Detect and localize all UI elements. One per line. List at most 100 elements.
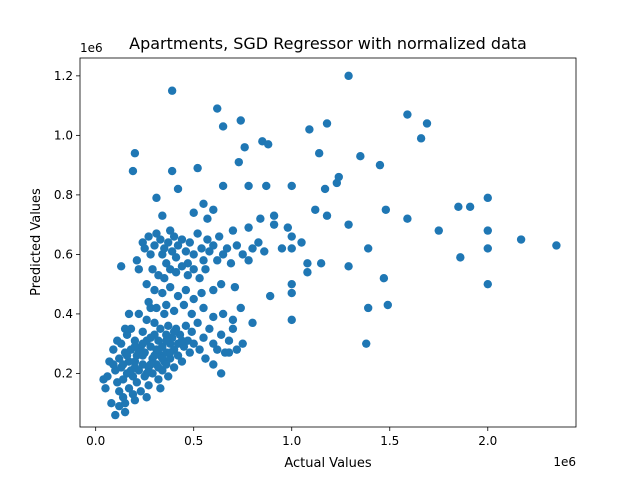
data-point <box>134 265 144 274</box>
data-point <box>203 235 212 244</box>
data-point <box>305 125 314 134</box>
data-point <box>140 244 149 253</box>
data-point <box>179 300 189 310</box>
data-point <box>144 381 153 390</box>
x-axis-ticks: 0.0 0.5 1.0 1.5 2.0 <box>86 427 497 448</box>
data-point <box>216 369 226 378</box>
data-point <box>134 366 144 375</box>
data-point <box>199 256 208 265</box>
data-point <box>483 226 492 235</box>
data-point <box>269 211 279 220</box>
data-point <box>232 345 242 354</box>
data-point <box>142 279 151 289</box>
data-point <box>152 303 161 313</box>
data-point <box>213 345 222 354</box>
data-point <box>434 226 443 235</box>
data-point <box>193 163 202 173</box>
data-point <box>160 274 169 283</box>
data-point <box>169 327 179 336</box>
data-point <box>120 324 130 333</box>
data-point <box>195 274 204 283</box>
y-tick-label: 0.4 <box>54 307 73 321</box>
x-tick-label: 0.5 <box>184 434 203 448</box>
data-point <box>203 214 212 223</box>
data-point <box>201 354 210 363</box>
data-point <box>124 384 134 393</box>
data-point <box>214 232 224 241</box>
data-point <box>103 372 112 381</box>
data-point <box>162 360 171 369</box>
data-point <box>216 330 226 339</box>
data-point <box>124 309 134 319</box>
y-axis-label: Predicted Values <box>29 188 44 296</box>
y-tick-label: 1.0 <box>54 128 73 142</box>
data-point <box>205 247 214 256</box>
data-point <box>228 226 238 235</box>
data-point <box>403 214 412 223</box>
data-point <box>138 327 147 336</box>
data-point <box>344 220 353 229</box>
data-point <box>216 279 226 289</box>
data-point <box>230 282 240 292</box>
data-point <box>177 235 187 244</box>
data-point <box>195 345 204 354</box>
data-point <box>228 324 238 333</box>
data-point <box>287 288 296 298</box>
data-point <box>132 256 142 265</box>
data-point <box>356 152 365 161</box>
data-point <box>189 294 198 304</box>
data-point <box>197 288 206 298</box>
data-point <box>152 193 161 203</box>
data-point <box>283 223 293 232</box>
data-point <box>167 247 177 256</box>
data-point <box>162 336 171 345</box>
data-point <box>120 407 130 417</box>
data-point <box>244 256 253 265</box>
data-point <box>297 238 306 247</box>
data-point <box>416 134 426 143</box>
data-point <box>177 336 187 345</box>
data-point <box>311 205 320 214</box>
data-point <box>189 208 198 217</box>
data-point <box>128 166 138 176</box>
data-point <box>167 166 177 176</box>
data-point <box>130 342 140 351</box>
data-point <box>483 279 492 289</box>
data-point <box>150 285 159 295</box>
x-axis-label: Actual Values <box>284 456 372 471</box>
data-point <box>154 375 163 384</box>
data-point <box>344 71 353 81</box>
data-point <box>101 384 110 393</box>
data-point <box>160 244 169 253</box>
data-point <box>334 172 343 182</box>
data-point <box>173 291 183 301</box>
data-point <box>222 244 232 253</box>
data-point <box>189 250 198 259</box>
data-point <box>228 315 238 325</box>
data-point <box>134 309 144 319</box>
data-point <box>379 274 389 283</box>
y-tick-label: 1.2 <box>54 69 73 83</box>
data-point <box>150 318 159 328</box>
x-tick-label: 1.5 <box>380 434 399 448</box>
data-point <box>234 157 243 167</box>
data-point <box>363 244 373 253</box>
data-point <box>116 262 126 271</box>
data-point <box>115 354 124 363</box>
data-point <box>287 232 296 241</box>
x-tick-label: 2.0 <box>478 434 497 448</box>
data-point <box>122 351 132 360</box>
data-point <box>164 372 173 381</box>
data-point <box>156 324 165 333</box>
data-point <box>262 181 271 191</box>
data-point <box>218 181 228 191</box>
data-point <box>483 193 492 203</box>
data-point <box>264 140 273 149</box>
data-point <box>156 235 165 244</box>
data-point <box>193 318 202 328</box>
data-point <box>316 259 326 268</box>
data-point <box>193 229 202 238</box>
data-point <box>244 223 253 232</box>
data-point <box>165 226 175 235</box>
